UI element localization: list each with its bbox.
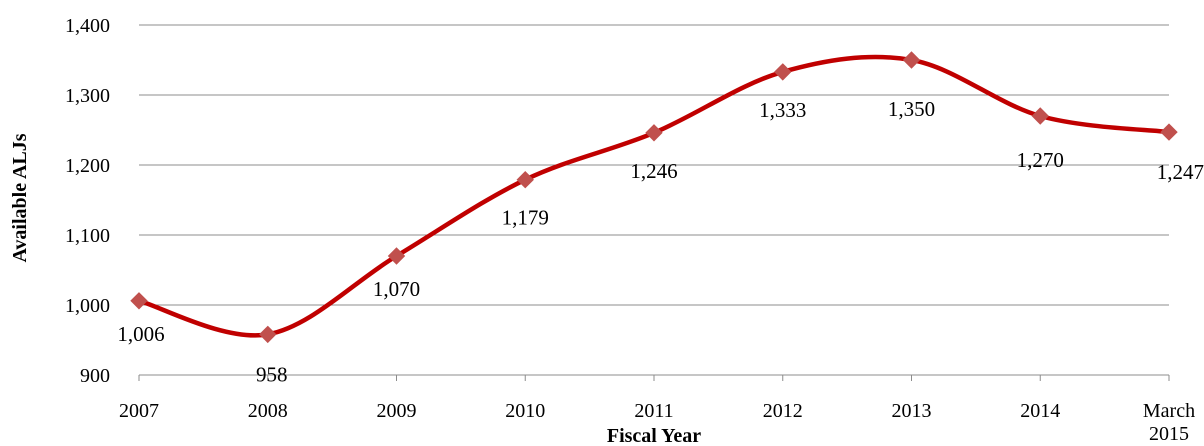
data-label: 1,070 xyxy=(373,277,420,301)
x-tick-label: 2012 xyxy=(763,400,803,422)
data-label: 1,006 xyxy=(117,322,164,346)
data-label: 958 xyxy=(256,362,288,386)
x-tick-label: 2011 xyxy=(634,400,673,422)
x-tick-label: 2010 xyxy=(505,400,545,422)
data-point-marker xyxy=(774,63,792,81)
data-label: 1,350 xyxy=(888,97,935,121)
data-labels: 1,006 958 1,070 1,179 1,246 1,333 1,350 1,270 1,… xyxy=(117,97,1204,386)
y-axis-title: Available ALJs xyxy=(9,133,31,262)
y-tick-label: 900 xyxy=(80,365,110,387)
data-point-marker xyxy=(902,51,921,69)
data-point-marker xyxy=(516,170,534,189)
data-point-marker xyxy=(387,247,406,265)
data-point-marker xyxy=(130,292,148,310)
data-label: 1,333 xyxy=(759,98,806,122)
series-line xyxy=(136,54,1172,338)
y-tick-labels: 900 1,000 1,100 1,200 1,300 1,400 xyxy=(65,15,110,387)
y-tick-label: 1,100 xyxy=(65,225,110,247)
x-tick-label: 2009 xyxy=(377,400,417,422)
data-point-marker xyxy=(1031,107,1049,125)
x-tick-label: 2008 xyxy=(248,400,288,422)
data-label: 1,246 xyxy=(630,159,677,183)
data-label: 1,270 xyxy=(1017,148,1064,172)
data-point-marker xyxy=(259,325,277,344)
y-gridlines xyxy=(139,24,1169,306)
y-tick-label: 1,300 xyxy=(65,85,110,107)
series-available-aljs xyxy=(130,51,1178,344)
x-axis-title: Fiscal Year xyxy=(607,425,701,446)
x-tick-label: March 2015 xyxy=(1143,400,1195,445)
data-point-marker xyxy=(1160,123,1178,141)
y-tick-label: 1,000 xyxy=(65,295,110,317)
y-tick-label: 1,400 xyxy=(65,15,110,37)
x-tick-label: 2013 xyxy=(892,400,932,422)
data-label: 1,179 xyxy=(502,206,549,230)
data-point-marker xyxy=(645,124,663,142)
x-axis xyxy=(138,374,1170,381)
x-tick-label: 2007 xyxy=(119,400,159,422)
x-tick-label: 2014 xyxy=(1020,400,1060,422)
y-tick-label: 1,200 xyxy=(65,155,110,177)
data-label: 1,247 xyxy=(1157,160,1204,184)
x-tick-labels: 2007 2008 2009 2010 2011 2012 2013 2014 March 201… xyxy=(119,400,1195,445)
